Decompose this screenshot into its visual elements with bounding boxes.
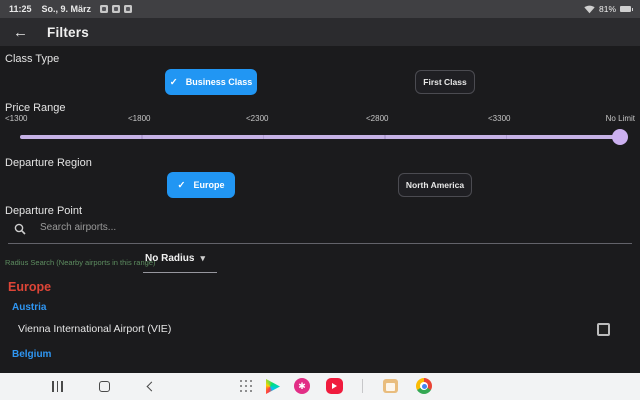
notification-icon-1 (100, 5, 109, 13)
price-tick-3: <2300 (246, 114, 269, 123)
first-class-chip[interactable]: First Class (415, 70, 475, 94)
battery-icon (620, 6, 633, 12)
wifi-icon (584, 5, 595, 13)
price-tick-6: No Limit (605, 114, 635, 123)
country-header-belgium[interactable]: Belgium (12, 349, 52, 360)
check-icon: ✓ (169, 76, 178, 88)
slider-mark (262, 135, 265, 139)
price-tick-4: <2800 (366, 114, 389, 123)
north-america-region-chip[interactable]: North America (398, 173, 472, 197)
europe-region-label: Europe (193, 180, 225, 190)
airport-row-vienna[interactable]: Vienna International Airport (VIE) (18, 323, 172, 335)
status-time: 11:25 (9, 4, 32, 14)
nav-back-button[interactable] (146, 381, 157, 392)
status-bar: 11:25 So., 9. März 81% (0, 0, 640, 18)
status-date: So., 9. März (41, 4, 92, 14)
taskbar-divider (362, 379, 363, 393)
region-header-europe[interactable]: Europe (8, 280, 52, 294)
slider-mark (384, 135, 386, 139)
radius-value: No Radius (145, 253, 195, 264)
price-tick-1: <1300 (5, 114, 28, 123)
back-arrow-icon[interactable]: ← (13, 23, 28, 41)
radius-underline (143, 272, 217, 273)
home-button[interactable] (99, 381, 110, 392)
app-bar: ← Filters (0, 18, 640, 46)
price-range-label: Price Range (5, 102, 66, 114)
chevron-down-icon: ▾ (200, 253, 205, 263)
filters-content: Class Type ✓ Business Class First Class … (0, 46, 640, 373)
business-class-chip[interactable]: ✓ Business Class (165, 69, 257, 95)
class-type-label: Class Type (5, 53, 60, 65)
north-america-region-label: North America (405, 180, 465, 190)
play-store-icon[interactable] (266, 379, 280, 394)
check-icon: ✓ (177, 179, 186, 191)
search-icon (14, 222, 26, 235)
airport-search-input[interactable] (40, 218, 360, 236)
status-notification-icons (100, 5, 133, 13)
price-tick-2: <1800 (128, 114, 151, 123)
departure-point-label: Departure Point (5, 205, 83, 217)
battery-percent: 81% (598, 4, 616, 14)
slider-mark (505, 135, 508, 139)
notification-icon-2 (112, 5, 121, 13)
taskbar: ✱ (0, 373, 640, 400)
radius-dropdown[interactable]: No Radius ▾ (145, 253, 205, 264)
business-class-label: Business Class (185, 77, 253, 87)
status-right-cluster: 81% (584, 4, 633, 14)
departure-region-label: Departure Region (5, 157, 92, 169)
app-drawer-icon[interactable] (240, 380, 253, 393)
notification-icon-3 (124, 5, 133, 13)
slider-mark (141, 135, 143, 139)
airport-checkbox-vienna[interactable] (597, 323, 610, 336)
page-title: Filters (47, 24, 89, 40)
recents-button[interactable] (52, 381, 63, 392)
price-slider-thumb[interactable] (612, 129, 628, 145)
chrome-icon[interactable] (416, 378, 432, 394)
price-slider-track[interactable] (20, 135, 627, 139)
radius-search-label: Radius Search (Nearby airports in this r… (5, 258, 156, 267)
galaxy-store-icon[interactable]: ✱ (294, 378, 310, 394)
first-class-label: First Class (423, 77, 467, 87)
price-tick-5: <3300 (488, 114, 511, 123)
europe-region-chip[interactable]: ✓ Europe (167, 172, 235, 198)
country-header-austria[interactable]: Austria (12, 302, 47, 313)
search-underline (8, 243, 632, 244)
youtube-icon[interactable] (326, 378, 343, 394)
my-files-icon[interactable] (383, 379, 398, 393)
